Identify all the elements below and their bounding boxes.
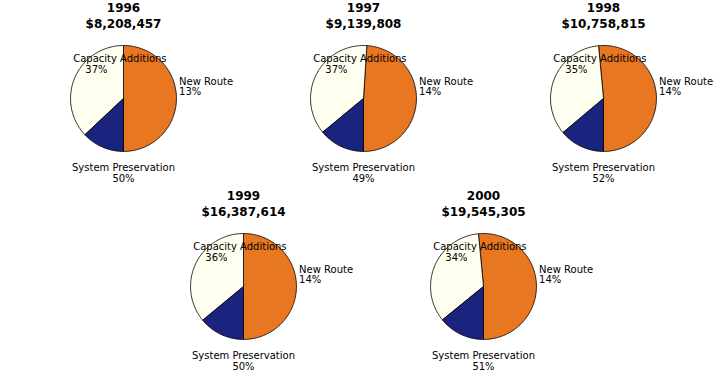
svg-text:1998: 1998 xyxy=(587,1,620,15)
svg-text:System Preservation: System Preservation xyxy=(312,162,415,173)
svg-text:49%: 49% xyxy=(352,173,374,184)
svg-text:34%: 34% xyxy=(445,252,467,263)
svg-text:50%: 50% xyxy=(232,361,254,372)
svg-text:14%: 14% xyxy=(419,86,441,97)
svg-text:50%: 50% xyxy=(112,173,134,184)
svg-text:$16,387,614: $16,387,614 xyxy=(201,205,285,219)
svg-text:37%: 37% xyxy=(325,64,347,75)
svg-text:35%: 35% xyxy=(565,64,587,75)
svg-text:Capacity Additions: Capacity Additions xyxy=(313,53,406,64)
svg-text:New Route: New Route xyxy=(539,264,593,275)
svg-text:1999: 1999 xyxy=(227,189,260,203)
svg-text:51%: 51% xyxy=(472,361,494,372)
svg-text:13%: 13% xyxy=(179,86,201,97)
svg-text:New Route: New Route xyxy=(299,264,353,275)
svg-text:New Route: New Route xyxy=(419,76,473,87)
svg-text:1997: 1997 xyxy=(347,1,380,15)
svg-text:New Route: New Route xyxy=(659,76,713,87)
svg-text:System Preservation: System Preservation xyxy=(72,162,175,173)
svg-text:36%: 36% xyxy=(205,252,227,263)
svg-text:Capacity Additions: Capacity Additions xyxy=(433,241,526,252)
svg-text:New Route: New Route xyxy=(179,76,233,87)
svg-text:$8,208,457: $8,208,457 xyxy=(86,17,162,31)
svg-text:52%: 52% xyxy=(592,173,614,184)
svg-text:Capacity Additions: Capacity Additions xyxy=(553,53,646,64)
svg-text:System Preservation: System Preservation xyxy=(432,350,535,361)
svg-text:$19,545,305: $19,545,305 xyxy=(441,205,525,219)
svg-text:System Preservation: System Preservation xyxy=(552,162,655,173)
svg-text:1996: 1996 xyxy=(107,1,140,15)
svg-text:$10,758,815: $10,758,815 xyxy=(561,17,645,31)
svg-text:37%: 37% xyxy=(85,64,107,75)
svg-text:$9,139,808: $9,139,808 xyxy=(326,17,402,31)
svg-text:2000: 2000 xyxy=(467,189,500,203)
svg-text:System Preservation: System Preservation xyxy=(192,350,295,361)
svg-text:14%: 14% xyxy=(659,86,681,97)
svg-text:14%: 14% xyxy=(299,274,321,285)
svg-text:Capacity Additions: Capacity Additions xyxy=(193,241,286,252)
svg-text:Capacity Additions: Capacity Additions xyxy=(73,53,166,64)
svg-text:14%: 14% xyxy=(539,274,561,285)
